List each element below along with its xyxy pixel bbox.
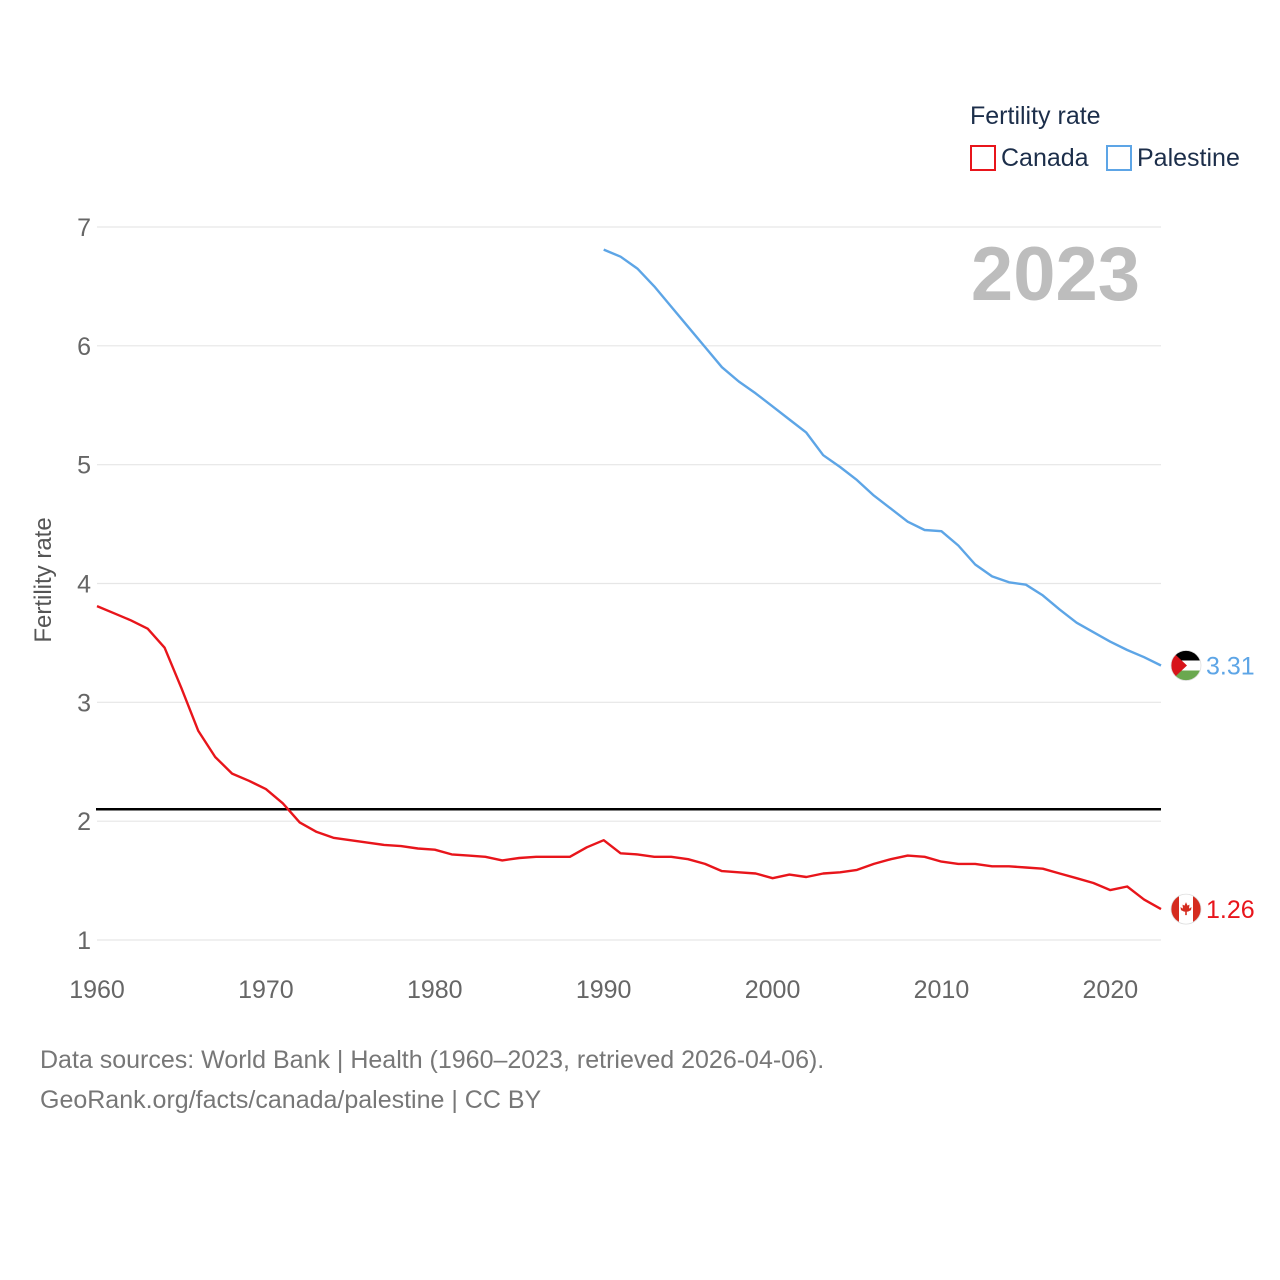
y-tick-label: 3 bbox=[77, 689, 91, 717]
x-axis-ticks: 1960 1970 1980 1990 2000 2010 2020 bbox=[69, 976, 1138, 1004]
series-line-canada bbox=[96, 604, 1162, 911]
end-label-palestine: 3.31 bbox=[1206, 652, 1255, 680]
canada-flag-icon bbox=[1170, 893, 1202, 925]
attribution-link[interactable]: GeoRank.org/facts/canada/palestine | CC … bbox=[40, 1086, 542, 1114]
y-tick-label: 6 bbox=[77, 333, 91, 361]
y-tick-label: 7 bbox=[77, 214, 91, 242]
x-tick-label: 1980 bbox=[407, 976, 463, 1004]
gridlines bbox=[97, 226, 1161, 941]
legend-label-canada: Canada bbox=[1001, 144, 1089, 172]
x-tick-label: 1970 bbox=[238, 976, 294, 1004]
legend-label-palestine: Palestine bbox=[1137, 144, 1240, 172]
x-tick-label: 1960 bbox=[69, 976, 125, 1004]
y-axis-label: Fertility rate bbox=[30, 517, 57, 642]
x-tick-label: 1990 bbox=[576, 976, 632, 1004]
end-label-canada: 1.26 bbox=[1206, 896, 1255, 924]
x-tick-label: 2000 bbox=[745, 976, 801, 1004]
y-axis-ticks: 1 2 3 4 5 6 7 bbox=[77, 214, 91, 955]
series-line-palestine bbox=[603, 248, 1162, 667]
legend-title: Fertility rate bbox=[970, 102, 1101, 130]
y-tick-label: 2 bbox=[77, 808, 91, 836]
x-tick-label: 2010 bbox=[914, 976, 970, 1004]
palestine-flag-icon bbox=[1170, 650, 1202, 681]
series-lines bbox=[96, 248, 1162, 911]
legend-swatch-canada bbox=[970, 145, 996, 171]
end-labels: 1.26 3.31 bbox=[1170, 650, 1255, 925]
year-label: 2023 bbox=[971, 232, 1140, 317]
y-tick-label: 1 bbox=[77, 927, 91, 955]
legend: Fertility rate Canada Palestine bbox=[970, 102, 1240, 172]
y-tick-label: 5 bbox=[77, 452, 91, 480]
data-sources-text: Data sources: World Bank | Health (1960–… bbox=[40, 1046, 825, 1074]
x-tick-label: 2020 bbox=[1083, 976, 1139, 1004]
legend-swatch-palestine bbox=[1106, 145, 1132, 171]
y-tick-label: 4 bbox=[77, 571, 91, 599]
footer: Data sources: World Bank | Health (1960–… bbox=[40, 1040, 824, 1120]
